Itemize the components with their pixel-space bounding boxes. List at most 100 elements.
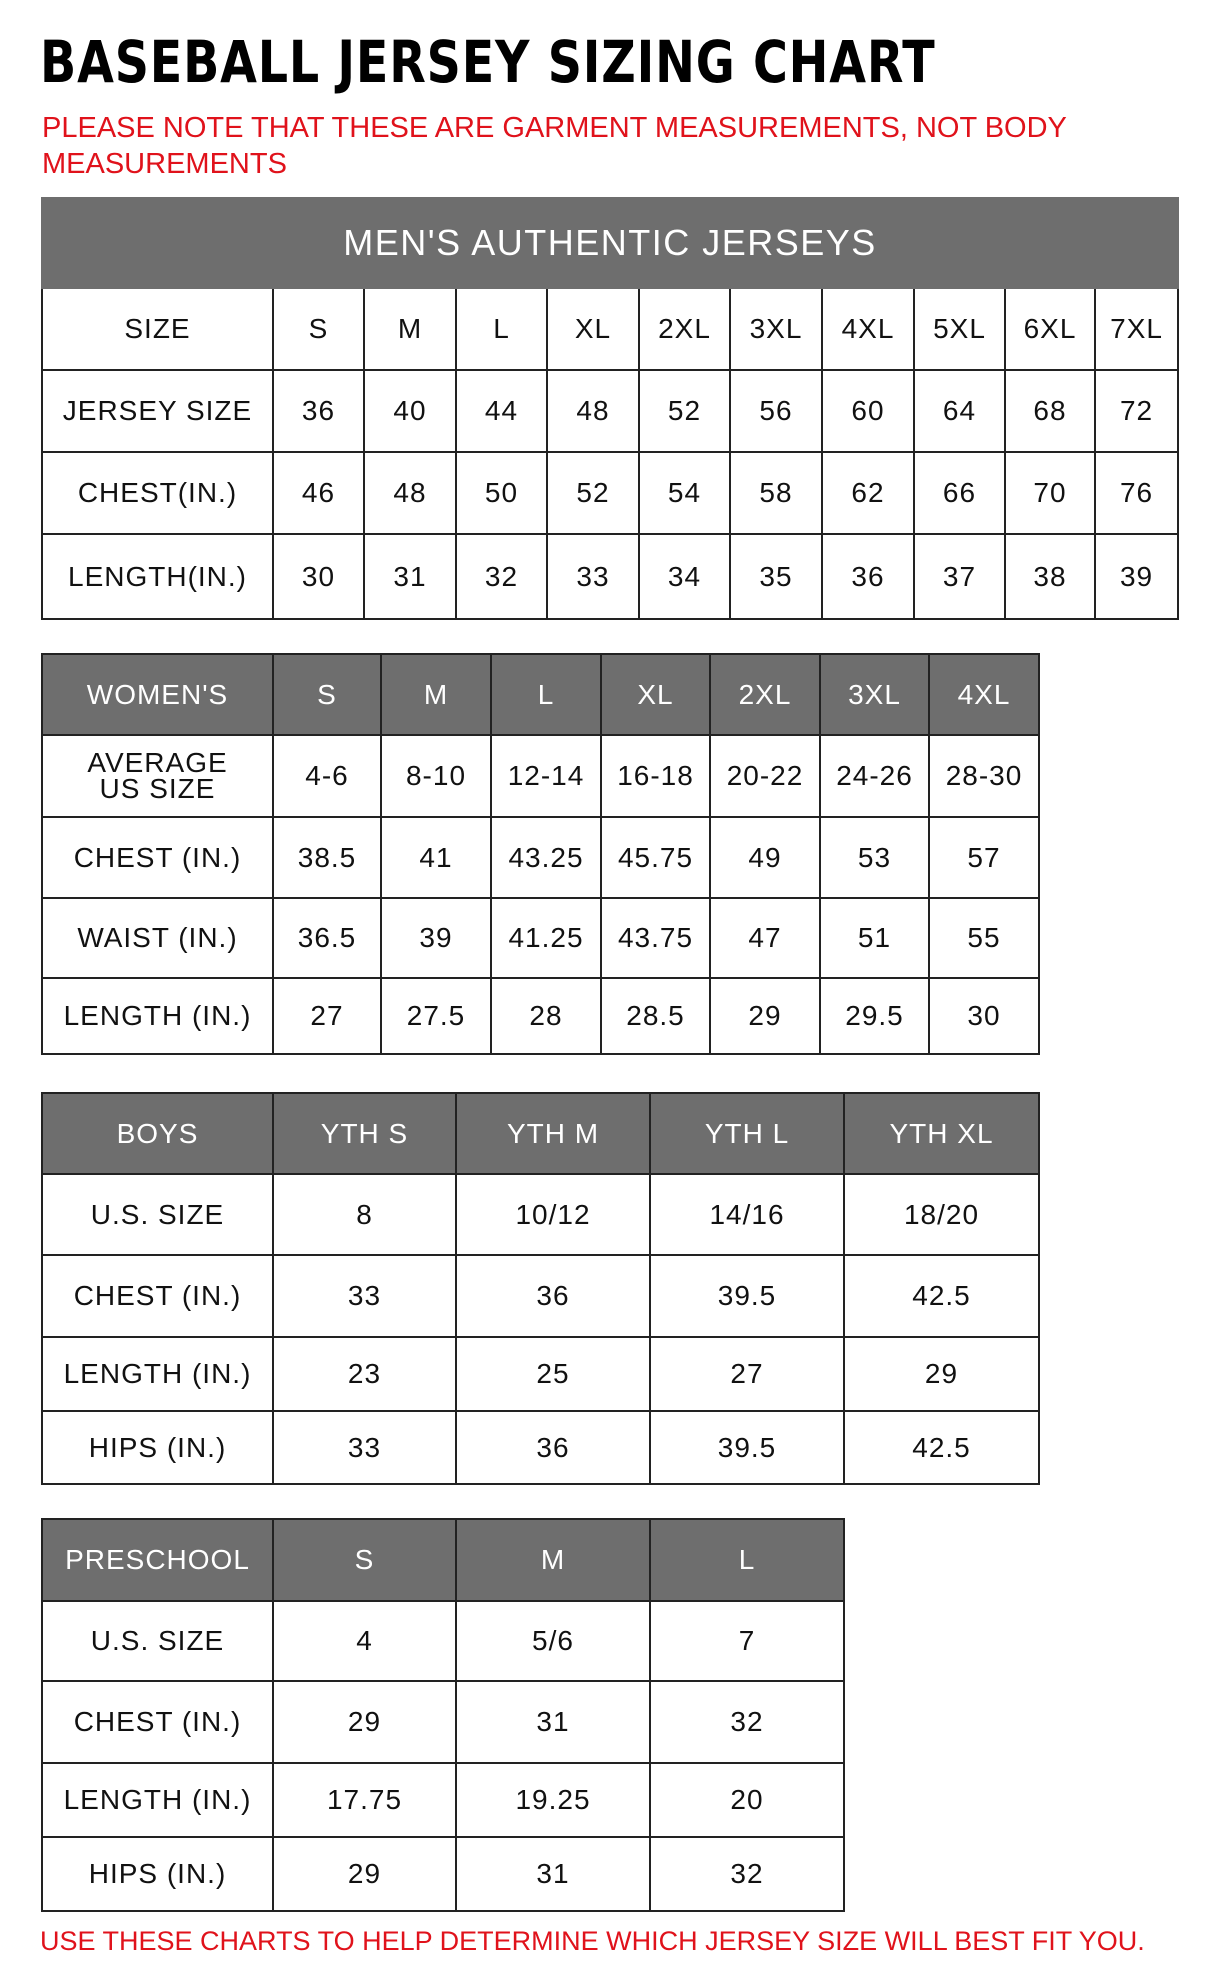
measurement-value: 44	[455, 369, 548, 453]
measurement-value: 47	[709, 897, 821, 979]
preschool-size-table: PRESCHOOL S M L U.S. SIZE 4 5/6 7 CHEST (IN.) 29 3…	[41, 1518, 845, 1912]
measurement-value: 52	[546, 451, 640, 535]
measurement-value: 31	[455, 1836, 651, 1912]
size-column-header: L	[455, 287, 548, 371]
table-row: CHEST (IN.) 33 36 39.5 42.5	[41, 1254, 1040, 1338]
measurement-label: CHEST (IN.)	[41, 1680, 274, 1764]
measurement-label: HIPS (IN.)	[41, 1410, 274, 1485]
measurement-value: 25	[455, 1336, 651, 1412]
measurement-value: 48	[363, 451, 457, 535]
measurement-value: 30	[272, 533, 365, 620]
measurement-value: 28	[490, 977, 602, 1055]
measurement-value: 35	[729, 533, 823, 620]
measurement-value: 36	[821, 533, 915, 620]
measurement-value: 23	[272, 1336, 457, 1412]
header-row: BOYS YTH S YTH M YTH L YTH XL	[41, 1092, 1040, 1175]
measurement-value: 70	[1004, 451, 1096, 535]
measurement-value: 37	[913, 533, 1006, 620]
measurement-value: 56	[729, 369, 823, 453]
measurement-value: 36.5	[272, 897, 382, 979]
measurement-label: CHEST (IN.)	[41, 1254, 274, 1338]
table-row: U.S. SIZE 4 5/6 7	[41, 1600, 845, 1682]
measurement-value: 41.25	[490, 897, 602, 979]
measurement-value: 5/6	[455, 1600, 651, 1682]
measurement-value: 43.25	[490, 816, 602, 899]
measurement-value: 36	[455, 1410, 651, 1485]
measurement-value: 18/20	[843, 1173, 1040, 1256]
measurement-value: 68	[1004, 369, 1096, 453]
measurement-value: 29	[272, 1836, 457, 1912]
size-column-header: S	[272, 287, 365, 371]
measurement-value: 42.5	[843, 1254, 1040, 1338]
measurement-value: 46	[272, 451, 365, 535]
table-row: LENGTH(IN.) 30 31 32 33 34 35 36 37 38 39	[41, 533, 1180, 620]
measurement-label: HIPS (IN.)	[41, 1836, 274, 1912]
measurement-value: 40	[363, 369, 457, 453]
measurement-value: 39	[1093, 533, 1180, 620]
measurement-value: 4-6	[272, 734, 382, 818]
measurement-label: LENGTH(IN.)	[41, 533, 274, 620]
table-row: WAIST (IN.) 36.5 39 41.25 43.75 47 51 55	[41, 897, 1040, 979]
measurement-label: LENGTH (IN.)	[41, 1762, 274, 1838]
measurement-value: 14/16	[649, 1173, 845, 1256]
measurement-value: 32	[455, 533, 548, 620]
measurement-label: WAIST (IN.)	[41, 897, 274, 979]
measurement-value: 27.5	[380, 977, 492, 1055]
measurement-label: CHEST (IN.)	[41, 816, 274, 899]
size-column-header: L	[649, 1518, 845, 1602]
measurement-value: 19.25	[455, 1762, 651, 1838]
measurement-value: 28.5	[600, 977, 711, 1055]
size-column-header: L	[490, 653, 602, 736]
size-column-header: 5XL	[913, 287, 1006, 371]
measurement-value: 27	[272, 977, 382, 1055]
measurement-value: 28-30	[928, 734, 1040, 818]
size-column-header: 7XL	[1093, 287, 1180, 371]
measurement-value: 30	[928, 977, 1040, 1055]
size-column-header: M	[380, 653, 492, 736]
measurement-label: JERSEY SIZE	[41, 369, 274, 453]
measurement-value: 29	[272, 1680, 457, 1764]
size-column-header: YTH M	[455, 1092, 651, 1175]
measurement-value: 31	[363, 533, 457, 620]
measurement-value: 64	[913, 369, 1006, 453]
measurement-value: 62	[821, 451, 915, 535]
measurement-value: 33	[272, 1410, 457, 1485]
table-heading: BOYS	[41, 1092, 274, 1175]
size-column-header: 3XL	[729, 287, 823, 371]
table-row: U.S. SIZE 8 10/12 14/16 18/20	[41, 1173, 1040, 1256]
table-row: CHEST (IN.) 29 31 32	[41, 1680, 845, 1764]
table-row: CHEST(IN.) 46 48 50 52 54 58 62 66 70 76	[41, 451, 1180, 535]
measurement-value: 51	[819, 897, 930, 979]
size-column-header: M	[363, 287, 457, 371]
measurement-value: 7	[649, 1600, 845, 1682]
measurement-value: 50	[455, 451, 548, 535]
size-column-header: 2XL	[638, 287, 731, 371]
measurement-value: 39.5	[649, 1410, 845, 1485]
measurement-value: 58	[729, 451, 823, 535]
measurement-label: CHEST(IN.)	[41, 451, 274, 535]
table-row: CHEST (IN.) 38.5 41 43.25 45.75 49 53 57	[41, 816, 1040, 899]
table-row: LENGTH (IN.) 23 25 27 29	[41, 1336, 1040, 1412]
table-heading: WOMEN'S	[41, 653, 274, 736]
measurement-value: 32	[649, 1680, 845, 1764]
measurement-value: 57	[928, 816, 1040, 899]
measurement-value: 29.5	[819, 977, 930, 1055]
measurement-value: 34	[638, 533, 731, 620]
measurement-value: 38	[1004, 533, 1096, 620]
size-column-header: M	[455, 1518, 651, 1602]
measurement-value: 60	[821, 369, 915, 453]
measurement-value: 29	[843, 1336, 1040, 1412]
measurement-value: 24-26	[819, 734, 930, 818]
measurement-value: 55	[928, 897, 1040, 979]
measurement-value: 36	[455, 1254, 651, 1338]
header-row: WOMEN'S S M L XL 2XL 3XL 4XL	[41, 653, 1040, 736]
measurement-value: 33	[546, 533, 640, 620]
size-column-header: S	[272, 1518, 457, 1602]
size-column-header: 2XL	[709, 653, 821, 736]
measurement-value: 76	[1093, 451, 1180, 535]
measurement-label: U.S. SIZE	[41, 1173, 274, 1256]
measurement-label: AVERAGE US SIZE	[41, 734, 274, 818]
measurement-value: 33	[272, 1254, 457, 1338]
measurement-value: 31	[455, 1680, 651, 1764]
table-heading: PRESCHOOL	[41, 1518, 274, 1602]
